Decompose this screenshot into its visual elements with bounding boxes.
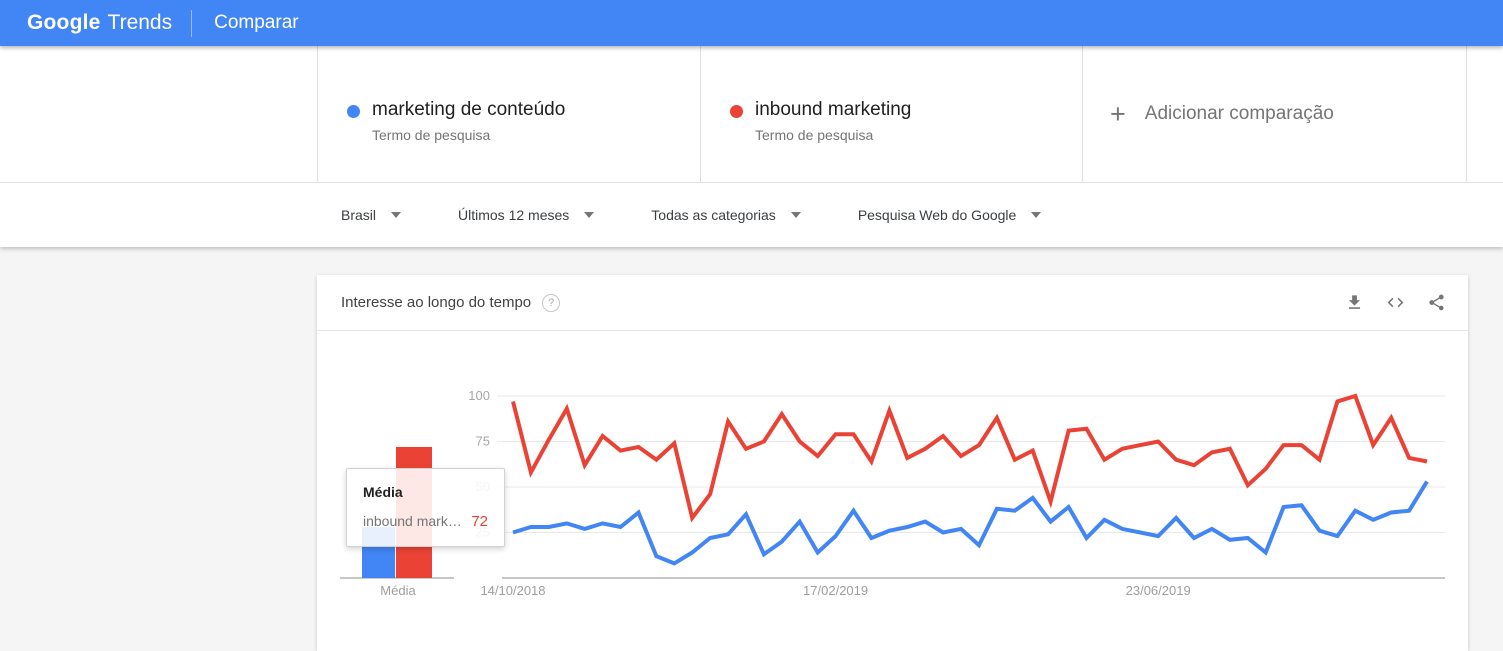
chart-body: 255075100Média14/10/201817/02/201923/06/… [317,331,1468,651]
filter-bar: Brasil Últimos 12 meses Todas as categor… [0,183,1503,247]
add-comparison-label: Adicionar comparação [1144,103,1334,124]
header-divider [191,9,193,37]
media-axis-label: Média [380,583,416,598]
google-trends-logo[interactable]: Google Trends [27,11,172,35]
filter-dropdown-time-range[interactable]: Últimos 12 meses [458,207,595,223]
y-tick-label: 100 [468,388,490,403]
download-icon [1348,295,1360,309]
embed-code-icon [1387,297,1403,308]
comparison-terms-row: marketing de conteúdo Termo de pesquisa … [0,46,1503,183]
tooltip-row: inbound mark… 72 [363,513,488,530]
term-color-dot-icon [347,105,360,118]
chevron-down-icon [790,212,801,218]
terms-divider [1466,46,1467,182]
chevron-down-icon [1031,212,1042,218]
tooltip-series-label: inbound mark… [363,513,462,529]
nav-comparar[interactable]: Comparar [214,12,299,33]
term-title: inbound marketing [755,99,912,120]
terms-divider [317,46,318,182]
term-title: marketing de conteúdo [372,99,566,120]
google-trends-header: Google Trends Comparar [0,0,1503,46]
share-icon [1428,294,1444,311]
logo-trends-text: Trends [107,11,173,34]
download-button[interactable] [1344,293,1364,313]
filter-label: Todas as categorias [651,207,776,223]
term-card-marketing-de-conteudo[interactable]: marketing de conteúdo Termo de pesquisa [317,46,700,182]
embed-button[interactable] [1385,293,1405,313]
chevron-down-icon [584,212,595,218]
filter-dropdown-search-type[interactable]: Pesquisa Web do Google [858,207,1042,223]
term-subtitle: Termo de pesquisa [755,127,874,143]
chart-title: Interesse ao longo do tempo [341,294,532,311]
tooltip-series-value: 72 [471,513,488,530]
x-tick-label: 14/10/2018 [480,583,545,598]
filter-dropdown-region[interactable]: Brasil [341,207,402,223]
filter-dropdown-category[interactable]: Todas as categorias [651,207,801,223]
add-comparison-button[interactable]: + Adicionar comparação [1082,46,1466,182]
terms-divider [700,46,701,182]
term-subtitle: Termo de pesquisa [372,127,491,143]
tooltip-title: Média [363,484,403,500]
chevron-down-icon [391,212,402,218]
plus-icon: + [1110,98,1126,129]
series-line-inbound-marketing [511,393,1428,523]
filter-label: Pesquisa Web do Google [857,207,1017,223]
filter-label: Últimos 12 meses [458,207,570,223]
help-icon[interactable]: ? [542,293,561,312]
chart-actions [1344,293,1446,313]
series-line-marketing-de-conteúdo [512,480,1429,566]
logo-google-text: Google [27,11,101,34]
term-color-dot-icon [730,105,743,118]
chart-tooltip: Média inbound mark… 72 [346,468,505,547]
chart-card-header: Interesse ao longo do tempo ? [317,275,1468,331]
interest-over-time-card: Interesse ao longo do tempo ? 255075100M… [317,275,1468,651]
x-tick-label: 23/06/2019 [1126,583,1191,598]
terms-divider [1082,46,1083,182]
x-tick-label: 17/02/2019 [803,583,868,598]
term-card-inbound-marketing[interactable]: inbound marketing Termo de pesquisa [700,46,1082,182]
y-tick-label: 75 [476,434,490,449]
share-button[interactable] [1426,293,1446,313]
filter-label: Brasil [341,207,377,223]
